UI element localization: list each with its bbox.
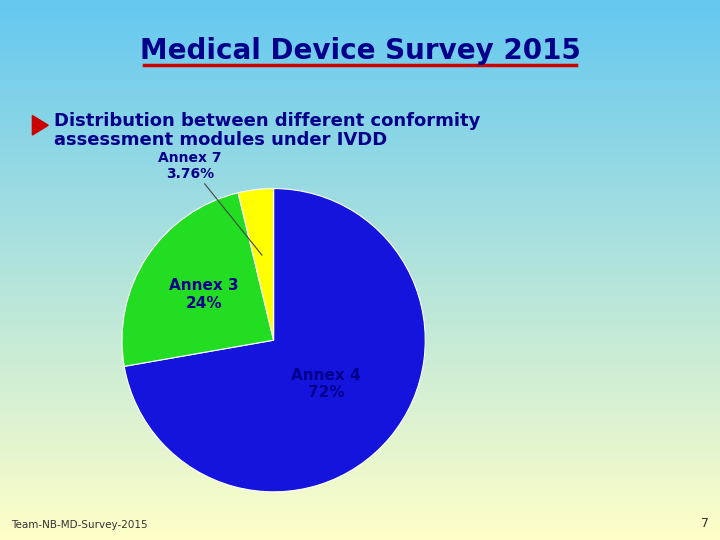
Wedge shape xyxy=(122,193,274,366)
Text: Annex 7
3.76%: Annex 7 3.76% xyxy=(158,151,262,255)
Wedge shape xyxy=(238,188,274,340)
Wedge shape xyxy=(125,188,426,492)
Text: Medical Device Survey 2015: Medical Device Survey 2015 xyxy=(140,37,580,65)
Text: assessment modules under IVDD: assessment modules under IVDD xyxy=(54,131,387,150)
Text: Distribution between different conformity: Distribution between different conformit… xyxy=(54,112,480,131)
Text: Annex 4
72%: Annex 4 72% xyxy=(291,368,361,400)
Text: Annex 3
24%: Annex 3 24% xyxy=(169,278,238,310)
Text: Team-NB-MD-Survey-2015: Team-NB-MD-Survey-2015 xyxy=(11,520,148,530)
Text: 7: 7 xyxy=(701,517,709,530)
Polygon shape xyxy=(32,116,48,135)
